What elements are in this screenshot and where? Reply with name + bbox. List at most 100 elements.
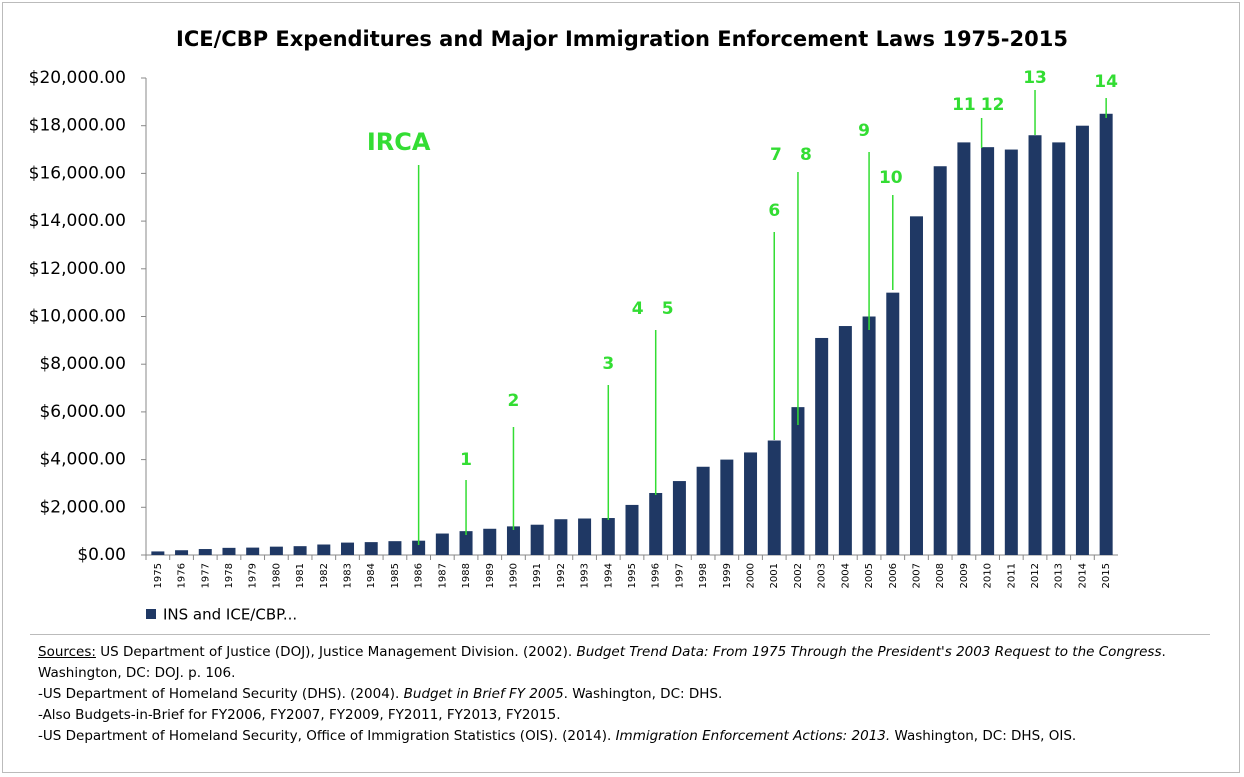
bar — [696, 466, 710, 555]
x-tick-label: 1976 — [177, 563, 188, 588]
bar — [151, 551, 165, 555]
x-tick-label: 1979 — [248, 563, 259, 588]
x-tick-label: 2003 — [817, 563, 828, 588]
source-line: Sources: US Department of Justice (DOJ),… — [38, 642, 1188, 684]
bar — [1052, 142, 1066, 555]
x-tick-label: 1990 — [508, 563, 519, 588]
bar — [625, 504, 639, 555]
x-tick-label: 1981 — [295, 563, 306, 588]
bar — [909, 216, 923, 555]
y-tick-label: $4,000.00 — [39, 450, 126, 470]
bar — [435, 533, 449, 555]
source-text: Washington, DC: DHS, OIS. — [890, 728, 1077, 744]
annotation-label: 3 — [602, 354, 614, 374]
bar — [554, 519, 568, 555]
x-tick-label: 2008 — [935, 563, 946, 588]
x-tick-label: 1999 — [722, 563, 733, 588]
bar — [838, 326, 852, 555]
bar — [1099, 113, 1113, 556]
bar — [720, 459, 734, 555]
bar — [649, 492, 663, 555]
sources: Sources: US Department of Justice (DOJ),… — [38, 642, 1188, 747]
bar — [886, 292, 900, 555]
x-tick-label: 1980 — [271, 563, 282, 588]
annotation-label: 14 — [1094, 72, 1118, 92]
x-tick-label: 1984 — [366, 563, 377, 588]
bar — [981, 147, 995, 556]
bar — [862, 316, 876, 555]
y-tick-label: $8,000.00 — [39, 354, 126, 374]
separator — [30, 634, 1210, 635]
x-tick-label: 2014 — [1077, 563, 1088, 588]
x-tick-label: 1988 — [461, 563, 472, 588]
bar — [246, 547, 260, 555]
bar — [341, 542, 355, 555]
source-text: . Washington, DC: DHS. — [563, 686, 723, 702]
x-tick-label: 1977 — [200, 563, 211, 588]
y-tick-label: $10,000.00 — [29, 307, 126, 327]
bar — [530, 524, 544, 555]
annotation-label: 1 — [460, 450, 472, 470]
bar — [483, 528, 497, 555]
source-text: Immigration Enforcement Actions: 2013. — [615, 728, 891, 744]
x-tick-label: 2005 — [864, 563, 875, 588]
source-text: Budget Trend Data: From 1975 Through the… — [576, 644, 1162, 660]
x-tick-label: 1991 — [532, 563, 543, 588]
x-tick-label: 2002 — [793, 563, 804, 588]
bar — [672, 481, 686, 555]
y-tick-label: $2,000.00 — [39, 497, 126, 517]
bar — [269, 546, 283, 555]
x-tick-label: 2009 — [959, 563, 970, 588]
source-line: -Also Budgets-in-Brief for FY2006, FY200… — [38, 705, 1188, 726]
x-tick-label: 1986 — [414, 563, 425, 588]
bar — [317, 544, 331, 555]
annotation-label: 6 — [768, 201, 780, 221]
annotation-label: 11 — [952, 95, 976, 115]
bar — [601, 518, 615, 555]
annotation-label: 12 — [981, 95, 1005, 115]
bar — [578, 518, 592, 555]
y-tick-label: $14,000.00 — [29, 211, 126, 231]
annotation-label: 13 — [1023, 68, 1047, 88]
y-tick-label: $12,000.00 — [29, 259, 126, 279]
bar — [506, 526, 520, 555]
x-tick-label: 1994 — [603, 563, 614, 588]
x-tick-label: 1995 — [627, 563, 638, 588]
source-text: -US Department of Homeland Security, Off… — [38, 728, 616, 744]
x-tick-label: 1993 — [580, 563, 591, 588]
bar — [933, 166, 947, 555]
x-tick-label: 1983 — [343, 563, 354, 588]
bar — [293, 546, 307, 555]
x-tick-label: 1992 — [556, 563, 567, 588]
x-tick-label: 1982 — [319, 563, 330, 588]
x-tick-label: 2001 — [769, 563, 780, 588]
source-text: US Department of Justice (DOJ), Justice … — [95, 644, 577, 660]
bar — [364, 542, 378, 555]
legend-swatch — [146, 609, 156, 619]
bar — [1004, 149, 1018, 556]
y-tick-label: $20,000.00 — [29, 68, 126, 88]
x-tick-label: 1989 — [485, 563, 496, 588]
x-tick-label: 1997 — [674, 563, 685, 588]
annotation-label: 5 — [662, 299, 674, 319]
x-tick-label: 2000 — [746, 563, 757, 588]
y-tick-label: $0.00 — [77, 545, 126, 565]
annotation-label: 9 — [858, 121, 870, 141]
x-tick-label: 2013 — [1054, 563, 1065, 588]
source-text: Budget in Brief FY 2005 — [403, 686, 564, 702]
source-text: -Also Budgets-in-Brief for FY2006, FY200… — [38, 707, 561, 723]
x-tick-label: 1987 — [437, 563, 448, 588]
x-tick-label: 1996 — [651, 563, 662, 588]
x-tick-label: 1985 — [390, 563, 401, 588]
chart-title: ICE/CBP Expenditures and Major Immigrati… — [176, 27, 1068, 51]
annotation-label: 2 — [508, 391, 520, 411]
source-text: Sources: — [38, 644, 96, 660]
bar — [791, 407, 805, 555]
bar — [957, 142, 971, 555]
bar — [388, 541, 402, 555]
annotation-label: 7 — [770, 145, 782, 165]
annotation-label: 10 — [879, 168, 903, 188]
source-text: -US Department of Homeland Security (DHS… — [38, 686, 404, 702]
bar — [1075, 125, 1089, 555]
